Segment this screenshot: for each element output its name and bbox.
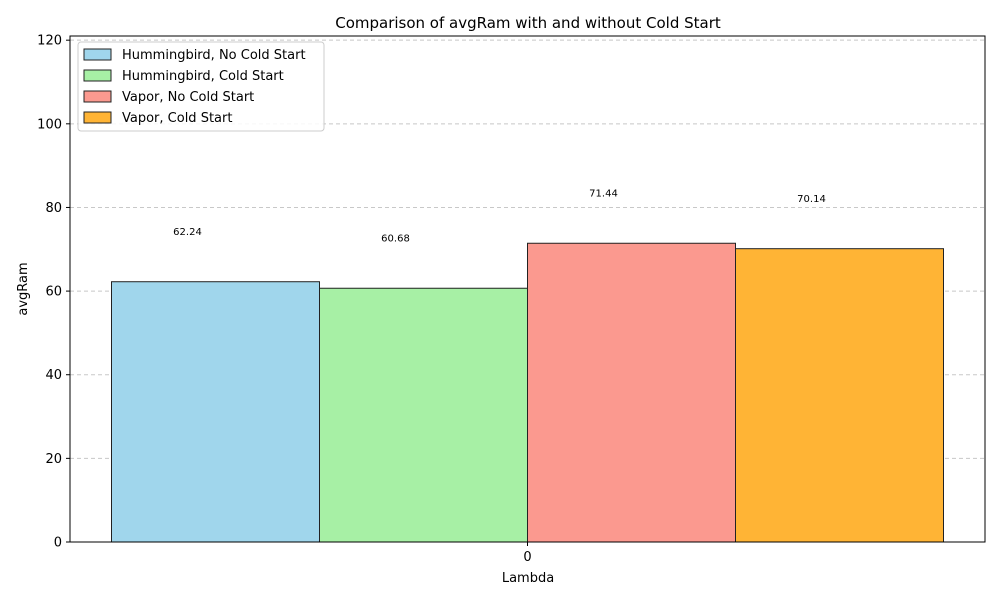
y-tick-label: 40 bbox=[45, 368, 62, 383]
chart-title: Comparison of avgRam with and without Co… bbox=[335, 14, 721, 32]
x-axis-label: Lambda bbox=[502, 571, 554, 586]
legend: Hummingbird, No Cold Start Hummingbird, C… bbox=[77, 41, 325, 132]
legend-swatch bbox=[83, 69, 112, 82]
x-axis-ticks: 0 bbox=[523, 542, 532, 565]
legend-label: Vapor, No Cold Start bbox=[122, 90, 254, 105]
bar bbox=[111, 281, 320, 543]
y-tick-label: 80 bbox=[45, 201, 62, 216]
y-tick-label: 60 bbox=[45, 285, 62, 300]
legend-label: Vapor, Cold Start bbox=[122, 111, 232, 126]
legend-box bbox=[77, 41, 325, 132]
bar-value-label: 62.24 bbox=[173, 227, 202, 238]
bar bbox=[527, 242, 736, 543]
legend-label: Hummingbird, No Cold Start bbox=[122, 48, 306, 63]
y-axis-ticks: 0 20 40 60 80 100 120 bbox=[37, 34, 70, 551]
legend-swatch bbox=[83, 90, 112, 103]
y-tick-label: 100 bbox=[37, 117, 62, 132]
legend-swatch bbox=[83, 48, 112, 61]
y-axis-label: avgRam bbox=[16, 262, 31, 315]
bars bbox=[111, 242, 944, 543]
bar bbox=[735, 248, 944, 543]
y-tick-label: 20 bbox=[45, 452, 62, 467]
bar-value-label: 70.14 bbox=[797, 194, 826, 205]
y-tick-label: 120 bbox=[37, 34, 62, 49]
bar bbox=[319, 287, 528, 543]
legend-swatch bbox=[83, 111, 112, 124]
bar-value-label: 71.44 bbox=[589, 188, 618, 199]
bar-value-labels: 62.24 60.68 71.44 70.14 bbox=[173, 188, 826, 244]
y-tick-label: 0 bbox=[54, 536, 62, 551]
x-tick-label: 0 bbox=[523, 550, 531, 565]
legend-label: Hummingbird, Cold Start bbox=[122, 69, 284, 84]
bar-value-label: 60.68 bbox=[381, 233, 410, 244]
